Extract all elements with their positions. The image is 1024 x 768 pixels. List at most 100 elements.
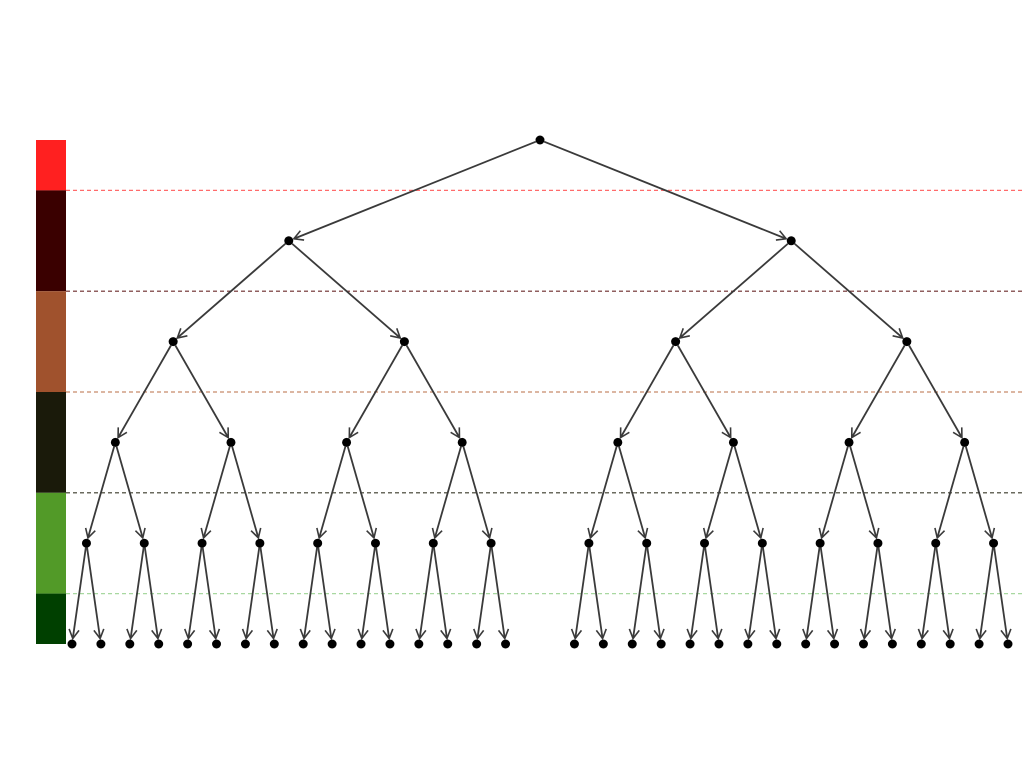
tree-node-root-0-0-1-1-0 <box>240 639 250 649</box>
tree-node-root-0-1-0-1-0 <box>356 639 366 649</box>
tree-node-root-1-1-0-1-1 <box>887 639 897 649</box>
tree-node-root-0-1-1-1-0 <box>472 639 482 649</box>
edge-root-1-1-0 <box>850 345 906 440</box>
edge-root-0-1-1 <box>405 345 461 440</box>
tree-node-root-0-0-0-1-1 <box>154 639 164 649</box>
tree-node-root-1-1-0-0 <box>815 538 825 548</box>
tree-node-root-1-1 <box>902 337 912 347</box>
tree-node-root-0-1-1-0-0 <box>414 639 424 649</box>
edge-root-1-1-1-0-0 <box>917 547 936 641</box>
tree-node-root-1-1-1-0-0 <box>916 639 926 649</box>
edge-root-0-1-0-0-0 <box>299 547 318 641</box>
tree-node-root-0-0-1-0 <box>197 538 207 548</box>
tree-node-root-1 <box>786 236 796 246</box>
edge-root-1-1-1-0-1 <box>935 547 954 641</box>
edge-root-1-0-0-0-1 <box>588 547 607 641</box>
edge-root-0-0-1-1-1 <box>259 547 278 641</box>
edge-root-0-0-1-1 <box>231 446 262 540</box>
edge-root-1-0-1-1-0 <box>744 547 763 641</box>
tree-node-root-1-1-1-1-0 <box>974 639 984 649</box>
edge-root-1-0-1-0 <box>702 446 734 540</box>
edge-root-1-1-0-1-0 <box>859 547 879 641</box>
edge-root-1-1-1 <box>908 345 963 440</box>
edge-root-1-0-1-0-1 <box>704 547 723 641</box>
edge-root-0-0-0-0-1 <box>86 547 105 641</box>
legend-band-depth-1 <box>36 190 66 292</box>
tree-node-root-0-0-0-0-0 <box>67 639 77 649</box>
tree-node-root-1-0-0-0 <box>584 538 594 548</box>
depth-guide-lines <box>66 189 1024 595</box>
tree-node-root-1-1-1-0-1 <box>945 639 955 649</box>
tree-node-root-1-0-0-1 <box>642 538 652 548</box>
tree-node-root-0-0-0 <box>110 437 120 447</box>
tree-node-root-0-1-1-1 <box>486 538 496 548</box>
tree-node-root-0-1-0-0-0 <box>298 639 308 649</box>
edge-root-0-1-0-1-1 <box>375 547 394 641</box>
edge-root-1-0-0-1-1 <box>646 547 665 641</box>
tree-node-root-1-0-0 <box>613 437 623 447</box>
tree-node-root-0-1-1 <box>457 437 467 447</box>
tree-node-root-1-0 <box>671 337 681 347</box>
edge-root-0-1-1-1-1 <box>490 547 510 641</box>
edge-root-0-0 <box>176 243 286 340</box>
tree-node-root-0-0-1 <box>226 437 236 447</box>
edge-root-1-0-0-1 <box>618 446 649 540</box>
edge-root-1-0-0-0-0 <box>570 547 590 641</box>
edge-root-0-0-1-1-0 <box>241 547 261 641</box>
depth-color-legend <box>36 140 66 644</box>
tree-node-root <box>535 135 545 145</box>
tree-node-root-0-1-0 <box>342 437 352 447</box>
edge-root-1-1-0-1-1 <box>877 547 897 641</box>
tree-node-root-1-1-0 <box>844 437 854 447</box>
tree-node-root-1-0-1-0-0 <box>685 639 695 649</box>
edge-root-1-0-0 <box>619 345 675 440</box>
edge-root-1-0-1-0-0 <box>686 547 705 641</box>
tree-node-root-1-1-1-1 <box>989 538 999 548</box>
edge-root-0-0-0 <box>117 345 172 440</box>
edge-root-1-1-1-0 <box>934 446 965 540</box>
edge-root-1-0-0-1-0 <box>628 547 647 641</box>
edge-root-0-1-0 <box>348 345 403 440</box>
tree-node-root-1-0-1-1-0 <box>743 639 753 649</box>
tree-node-root-1-1-1-0 <box>931 538 941 548</box>
edge-root-1-1-0-0-1 <box>819 547 839 641</box>
legend-band-depth-2 <box>36 291 66 392</box>
tree-node-root-0-0-1-0-0 <box>183 639 193 649</box>
edge-root-0-0-0-1-1 <box>144 547 163 641</box>
tree-node-root-0-1-0-0-1 <box>327 639 337 649</box>
tree-node-root-0-1-1-0 <box>428 538 438 548</box>
edge-root-0-1-0-0-1 <box>317 547 336 641</box>
tree-node-root-0-1 <box>399 337 409 347</box>
edge-root-1-1-1-1 <box>965 446 996 540</box>
tree-node-root-1-1-1-1-1 <box>1003 639 1013 649</box>
edge-root-1-1-1-1-1 <box>993 547 1012 641</box>
legend-band-depth-4 <box>36 492 66 594</box>
tree-node-root-0-1-1-1-1 <box>501 639 511 649</box>
edge-root-1-1-0-0-0 <box>802 547 821 641</box>
tree-node-root-0-1-0-0 <box>313 538 323 548</box>
edge-root-0-0-0-1 <box>115 446 146 540</box>
edge-root-1-1-1-1-0 <box>975 547 994 641</box>
tree-node-root-0-0-1-1-1 <box>269 639 279 649</box>
tree-node-root-0-0-0-0-1 <box>96 639 106 649</box>
edge-root-1-0 <box>678 243 789 340</box>
edge-root-0-1-0-1 <box>346 446 378 540</box>
tree-node-root-0 <box>284 236 294 246</box>
tree-node-root-0-0-1-1 <box>255 538 265 548</box>
edge-root-1-0-0-0 <box>587 446 618 540</box>
tree-node-root-1-1-1 <box>960 437 970 447</box>
legend-band-depth-5 <box>36 593 66 644</box>
edge-root-1 <box>543 140 788 241</box>
edge-root-1-0-1 <box>677 345 732 440</box>
tree-edges <box>68 140 1012 641</box>
edge-root-0-1-1-1 <box>462 446 493 540</box>
legend-band-depth-0 <box>36 140 66 191</box>
edge-root-0-0-0-1-0 <box>126 547 145 641</box>
tree-node-root-1-0-0-0-0 <box>569 639 579 649</box>
tree-node-root-1-0-1-0 <box>700 538 710 548</box>
tree-node-root-0-0-1-0-1 <box>212 639 222 649</box>
tree-node-root-1-0-1 <box>728 437 738 447</box>
tree-node-root-0-0-0-0 <box>81 538 91 548</box>
tree-nodes <box>67 135 1013 649</box>
